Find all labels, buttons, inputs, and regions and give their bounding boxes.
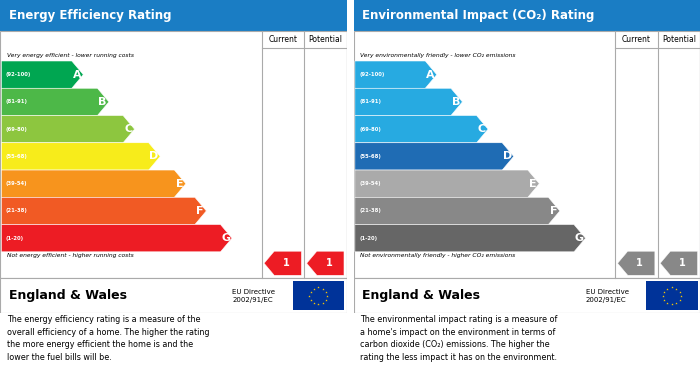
Polygon shape [1,143,160,170]
Text: England & Wales: England & Wales [8,289,127,302]
Text: (39-54): (39-54) [359,181,381,186]
Polygon shape [1,170,186,197]
Text: D: D [149,151,158,161]
Text: (92-100): (92-100) [359,72,384,77]
Polygon shape [1,197,206,224]
Text: (81-91): (81-91) [359,99,381,104]
Text: Potential: Potential [309,35,342,45]
Text: Current: Current [268,35,298,45]
Polygon shape [617,251,654,275]
Polygon shape [307,251,344,275]
Text: (55-68): (55-68) [359,154,381,159]
Text: The environmental impact rating is a measure of
a home's impact on the environme: The environmental impact rating is a mea… [360,315,558,362]
Text: (55-68): (55-68) [6,154,27,159]
Polygon shape [660,251,697,275]
Text: Very environmentally friendly - lower CO₂ emissions: Very environmentally friendly - lower CO… [360,53,516,58]
Bar [354,0,700,31]
Text: (21-38): (21-38) [6,208,27,213]
Text: G: G [575,233,584,243]
Text: C: C [124,124,132,134]
Text: (81-91): (81-91) [6,99,27,104]
Text: (69-80): (69-80) [359,127,381,132]
Text: (39-54): (39-54) [6,181,27,186]
Polygon shape [355,143,514,170]
Bar [646,281,698,310]
Text: 1: 1 [326,258,332,268]
Text: The energy efficiency rating is a measure of the
overall efficiency of a home. T: The energy efficiency rating is a measur… [7,315,209,362]
Polygon shape [1,88,109,115]
Text: EU Directive
2002/91/EC: EU Directive 2002/91/EC [232,289,275,303]
Text: England & Wales: England & Wales [362,289,480,302]
Bar [0,278,346,313]
Polygon shape [355,197,560,224]
Text: (92-100): (92-100) [6,72,31,77]
Bar [0,31,346,278]
Polygon shape [264,251,301,275]
Text: B: B [99,97,107,107]
Polygon shape [1,115,134,143]
Text: E: E [176,179,183,189]
Bar [293,281,344,310]
Text: Energy Efficiency Rating: Energy Efficiency Rating [8,9,172,22]
Text: (1-20): (1-20) [6,236,24,241]
Polygon shape [355,88,463,115]
Text: G: G [221,233,230,243]
Text: 1: 1 [283,258,290,268]
Text: A: A [426,70,435,80]
Text: E: E [529,179,537,189]
Text: B: B [452,97,461,107]
Text: F: F [196,206,204,216]
Text: Environmental Impact (CO₂) Rating: Environmental Impact (CO₂) Rating [362,9,594,22]
Bar [354,31,700,278]
Text: Potential: Potential [662,35,696,45]
Text: Very energy efficient - lower running costs: Very energy efficient - lower running co… [7,53,134,58]
Text: 1: 1 [679,258,686,268]
Text: D: D [503,151,512,161]
Text: C: C [477,124,486,134]
Text: Current: Current [622,35,651,45]
Text: 1: 1 [636,258,643,268]
Text: (69-80): (69-80) [6,127,27,132]
Text: Not energy efficient - higher running costs: Not energy efficient - higher running co… [7,253,134,258]
Polygon shape [1,224,232,252]
Text: Not environmentally friendly - higher CO₂ emissions: Not environmentally friendly - higher CO… [360,253,516,258]
Text: EU Directive
2002/91/EC: EU Directive 2002/91/EC [586,289,629,303]
Polygon shape [355,170,539,197]
Text: (21-38): (21-38) [359,208,381,213]
Text: (1-20): (1-20) [359,236,377,241]
Bar [0,0,346,31]
Polygon shape [355,115,488,143]
Text: F: F [550,206,557,216]
Polygon shape [355,61,437,88]
Polygon shape [355,224,585,252]
Bar [354,278,700,313]
Polygon shape [1,61,83,88]
Text: A: A [73,70,81,80]
